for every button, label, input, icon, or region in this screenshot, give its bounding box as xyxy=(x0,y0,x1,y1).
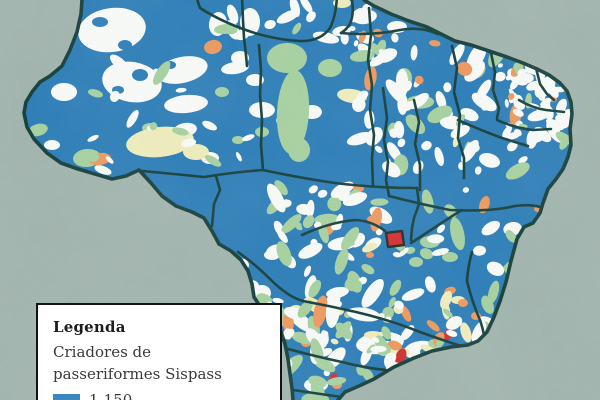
legend-item: 1-150 xyxy=(53,391,264,400)
legend-swatch-blue xyxy=(53,393,80,400)
legend-title: Legenda xyxy=(53,318,126,336)
legend-description-line1: Criadores de xyxy=(53,343,152,361)
legend-description-line2: passeriformes Sispass xyxy=(53,365,222,383)
legend-item-label: 1-150 xyxy=(89,391,133,400)
legend: Legenda Criadores de passeriformes Sispa… xyxy=(36,303,282,400)
